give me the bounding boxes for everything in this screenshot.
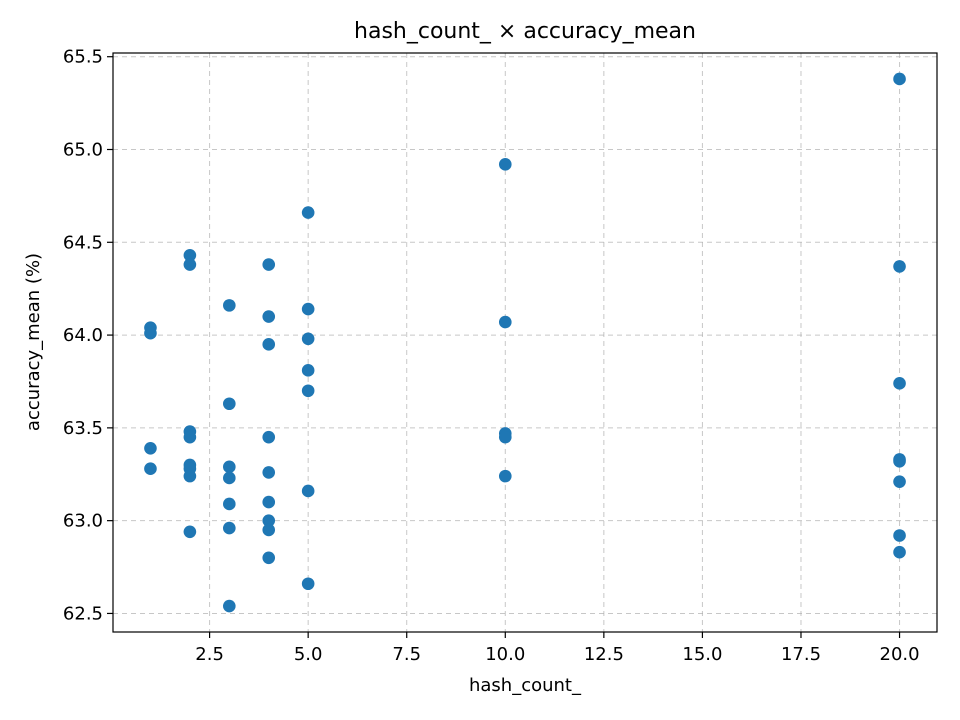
data-point bbox=[183, 525, 197, 539]
data-point bbox=[893, 545, 906, 559]
y-tick-label: 62.5 bbox=[63, 603, 103, 624]
data-point bbox=[223, 460, 236, 474]
data-point bbox=[223, 397, 236, 411]
ticks-layer: 2.5 5.0 7.5 10.0 12.5 15.0 17.5 20.0 62.5 63.0 63.… bbox=[63, 47, 920, 665]
data-point bbox=[301, 302, 315, 316]
y-tick-label: 65.5 bbox=[63, 47, 103, 68]
data-point bbox=[262, 466, 276, 479]
data-point bbox=[144, 462, 157, 475]
data-point bbox=[498, 158, 512, 171]
data-point bbox=[144, 441, 157, 455]
data-point bbox=[301, 206, 315, 219]
plot-frame bbox=[112, 52, 938, 633]
data-point bbox=[262, 551, 276, 565]
data-point bbox=[262, 430, 276, 444]
data-point bbox=[893, 72, 906, 86]
data-point bbox=[893, 260, 906, 273]
data-point bbox=[223, 299, 236, 312]
data-point bbox=[301, 384, 315, 398]
chart-title: hash_count_ × accuracy_mean bbox=[354, 19, 696, 44]
x-tick-label: 17.5 bbox=[781, 644, 821, 665]
data-point bbox=[183, 430, 197, 444]
data-point bbox=[893, 529, 906, 542]
data-point bbox=[223, 521, 236, 535]
data-point bbox=[223, 471, 236, 485]
data-point bbox=[498, 469, 512, 483]
data-point bbox=[301, 332, 315, 346]
x-tick-label: 5.0 bbox=[294, 644, 323, 665]
data-point bbox=[498, 315, 512, 329]
data-point bbox=[893, 377, 906, 390]
data-point bbox=[893, 475, 906, 488]
data-point bbox=[183, 258, 197, 271]
y-tick-label: 63.0 bbox=[63, 511, 103, 532]
data-point bbox=[262, 310, 276, 323]
points-layer bbox=[144, 72, 906, 613]
data-point bbox=[301, 364, 315, 377]
x-tick-label: 7.5 bbox=[392, 644, 421, 665]
y-tick-label: 64.0 bbox=[63, 325, 103, 346]
data-point bbox=[301, 577, 315, 591]
data-point bbox=[183, 248, 197, 262]
data-point bbox=[262, 523, 276, 537]
x-tick-label: 10.0 bbox=[485, 644, 525, 665]
data-point bbox=[262, 514, 276, 527]
y-tick-label: 65.0 bbox=[63, 140, 103, 161]
x-tick-label: 2.5 bbox=[195, 644, 224, 665]
data-point bbox=[262, 258, 276, 271]
x-tick-label: 12.5 bbox=[584, 644, 624, 665]
y-tick-label: 63.5 bbox=[63, 418, 103, 439]
data-point bbox=[262, 495, 276, 509]
data-point bbox=[183, 469, 197, 483]
data-point bbox=[498, 430, 512, 444]
x-axis-label: hash_count_ bbox=[469, 675, 582, 696]
y-tick-label: 64.5 bbox=[63, 232, 103, 253]
data-point bbox=[301, 484, 315, 498]
data-point bbox=[223, 497, 236, 511]
y-axis-label: accuracy_mean (%) bbox=[23, 253, 44, 431]
data-point bbox=[144, 326, 157, 340]
data-point bbox=[893, 454, 906, 468]
x-tick-label: 20.0 bbox=[880, 644, 920, 665]
data-point bbox=[262, 338, 276, 351]
grid-layer bbox=[113, 53, 937, 632]
x-tick-label: 15.0 bbox=[682, 644, 722, 665]
data-point bbox=[223, 599, 236, 613]
